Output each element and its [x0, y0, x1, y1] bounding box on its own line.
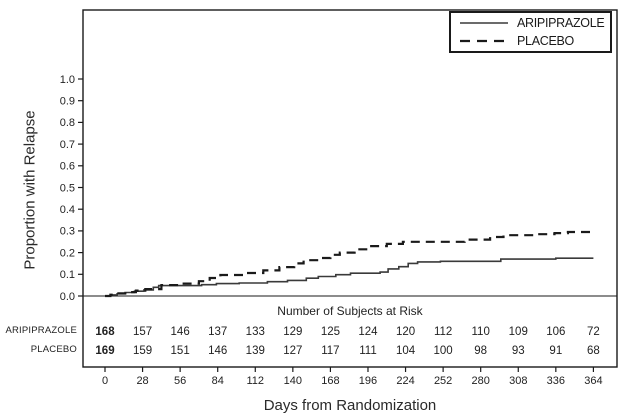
y-tick-label: 0.4	[60, 204, 75, 216]
risk-value-aripiprazole: 72	[587, 326, 600, 338]
risk-value-aripiprazole: 137	[208, 326, 227, 338]
legend: ARIPIPRAZOLE PLACEBO	[449, 11, 612, 53]
y-tick-label: 0.0	[60, 291, 75, 303]
legend-row-aripiprazole: ARIPIPRAZOLE	[458, 15, 606, 31]
risk-value-placebo: 169	[95, 345, 114, 357]
x-tick-label: 56	[174, 375, 186, 387]
risk-value-placebo: 117	[321, 345, 339, 357]
y-tick-label: 1.0	[60, 74, 75, 86]
risk-value-placebo: 111	[359, 345, 376, 357]
x-tick-label: 168	[321, 375, 339, 387]
risk-value-placebo: 68	[587, 345, 600, 357]
x-tick-label: 0	[102, 375, 108, 387]
x-tick-label: 140	[284, 375, 302, 387]
plot-frame	[82, 9, 618, 368]
risk-value-aripiprazole: 146	[171, 326, 190, 338]
x-tick-label: 280	[472, 375, 490, 387]
risk-value-aripiprazole: 109	[509, 326, 528, 338]
risk-row-label-placebo: PLACEBO	[30, 344, 77, 355]
risk-value-aripiprazole: 120	[396, 326, 415, 338]
risk-value-placebo: 139	[246, 345, 265, 357]
risk-row-label-aripiprazole: ARIPIPRAZOLE	[5, 325, 77, 336]
y-tick-label: 0.8	[60, 117, 75, 129]
x-tick-label: 308	[509, 375, 527, 387]
risk-value-aripiprazole: 133	[246, 326, 265, 338]
aripiprazole-curve	[105, 257, 594, 297]
risk-value-placebo: 91	[549, 345, 562, 357]
x-tick-label: 364	[584, 375, 602, 387]
x-tick-label: 84	[212, 375, 224, 387]
risk-value-placebo: 98	[474, 345, 487, 357]
aripiprazole-line-sample	[460, 22, 508, 25]
y-tick-label: 0.2	[60, 247, 75, 259]
y-tick-label: 0.1	[60, 269, 75, 281]
x-tick-label: 224	[396, 375, 414, 387]
risk-value-aripiprazole: 168	[95, 326, 115, 338]
risk-value-aripiprazole: 106	[546, 326, 565, 338]
placebo-line-sample	[460, 39, 508, 42]
risk-table-title: Number of Subjects at Risk	[277, 304, 423, 318]
risk-value-aripiprazole: 112	[434, 326, 452, 338]
risk-value-placebo: 151	[171, 345, 190, 357]
risk-value-aripiprazole: 157	[133, 326, 152, 338]
y-tick-label: 0.6	[60, 161, 75, 173]
y-tick-label: 0.7	[60, 139, 75, 151]
x-axis-title: Days from Randomization	[263, 397, 437, 414]
risk-value-placebo: 100	[434, 345, 453, 357]
risk-value-aripiprazole: 110	[472, 326, 490, 338]
x-tick-label: 28	[136, 375, 148, 387]
risk-value-aripiprazole: 124	[358, 326, 378, 338]
x-tick-label: 112	[247, 375, 265, 387]
risk-value-placebo: 146	[208, 345, 227, 357]
risk-value-placebo: 127	[283, 345, 302, 357]
x-tick-label: 252	[434, 375, 452, 387]
y-axis-title: Proportion with Relapse	[21, 110, 39, 270]
risk-value-placebo: 93	[512, 345, 525, 357]
risk-value-placebo: 159	[133, 345, 152, 357]
legend-label-aripiprazole: ARIPIPRAZOLE	[517, 16, 605, 31]
y-tick-label: 0.5	[60, 182, 75, 194]
x-tick-label: 336	[547, 375, 565, 387]
risk-value-aripiprazole: 125	[321, 326, 340, 338]
risk-value-aripiprazole: 129	[283, 326, 302, 338]
legend-row-placebo: PLACEBO	[458, 33, 606, 49]
risk-value-placebo: 104	[396, 345, 416, 357]
y-tick-label: 0.9	[60, 96, 75, 108]
legend-label-placebo: PLACEBO	[517, 33, 574, 48]
placebo-curve	[105, 230, 594, 298]
x-tick-label: 196	[359, 375, 377, 387]
y-tick-label: 0.3	[60, 226, 75, 238]
